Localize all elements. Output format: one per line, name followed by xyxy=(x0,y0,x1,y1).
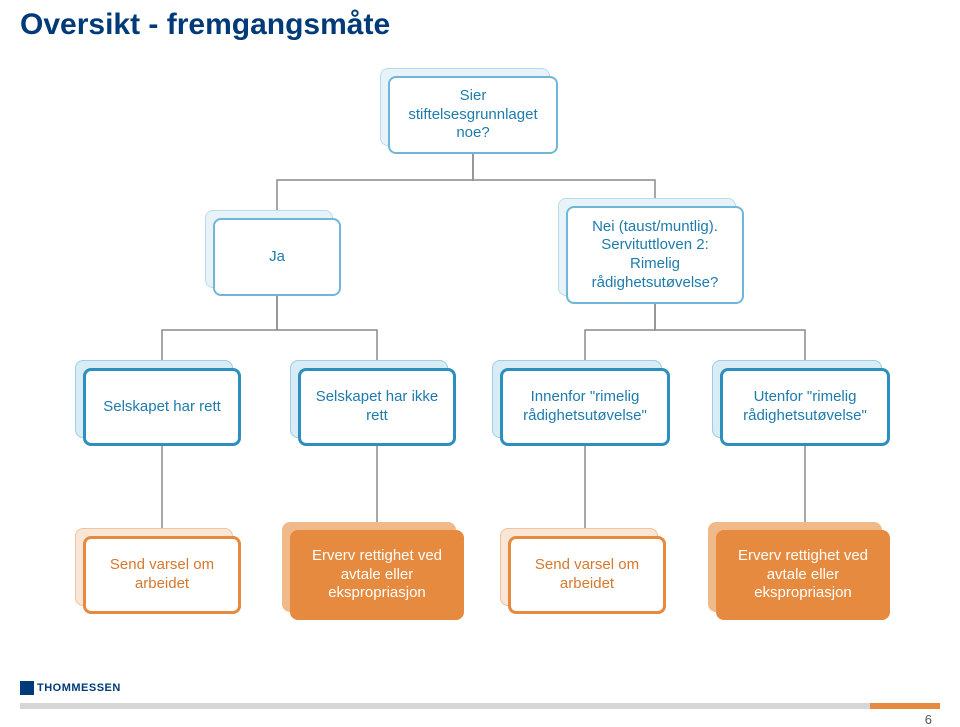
node-label: Erverv rettighet vedavtale ellerekspropr… xyxy=(716,530,890,620)
node-label: Nei (taust/muntlig).Servituttloven 2:Rim… xyxy=(566,206,744,304)
footer-orange-bar xyxy=(870,703,940,709)
logo-text: THOMMESSEN xyxy=(37,682,121,694)
logo-icon xyxy=(20,681,34,695)
node-ikke_rett: Selskapet har ikkerett xyxy=(298,368,456,446)
footer-grey-bar xyxy=(20,703,870,709)
page-number: 6 xyxy=(925,712,932,727)
node-innenfor: Innenfor "rimeligrådighetsutøvelse" xyxy=(500,368,670,446)
node-label: Send varsel omarbeidet xyxy=(83,536,241,614)
node-erverv2: Erverv rettighet vedavtale ellerekspropr… xyxy=(716,530,890,620)
node-label: Ja xyxy=(213,218,341,296)
node-nei: Nei (taust/muntlig).Servituttloven 2:Rim… xyxy=(566,206,744,304)
node-label: Send varsel omarbeidet xyxy=(508,536,666,614)
node-label: Utenfor "rimeligrådighetsutøvelse" xyxy=(720,368,890,446)
node-utenfor: Utenfor "rimeligrådighetsutøvelse" xyxy=(720,368,890,446)
node-send2: Send varsel omarbeidet xyxy=(508,536,666,614)
page-title: Oversikt - fremgangsmåte xyxy=(20,8,390,42)
node-label: Selskapet har ikkerett xyxy=(298,368,456,446)
node-label: Innenfor "rimeligrådighetsutøvelse" xyxy=(500,368,670,446)
node-erverv1: Erverv rettighet vedavtale ellerekspropr… xyxy=(290,530,464,620)
node-label: Erverv rettighet vedavtale ellerekspropr… xyxy=(290,530,464,620)
footer-divider xyxy=(20,703,940,709)
node-send1: Send varsel omarbeidet xyxy=(83,536,241,614)
node-har_rett: Selskapet har rett xyxy=(83,368,241,446)
node-label: Sierstiftelsesgrunnlagetnoe? xyxy=(388,76,558,154)
node-label: Selskapet har rett xyxy=(83,368,241,446)
brand-logo: THOMMESSEN xyxy=(20,681,121,695)
node-ja: Ja xyxy=(213,218,341,296)
node-root: Sierstiftelsesgrunnlagetnoe? xyxy=(388,76,558,154)
